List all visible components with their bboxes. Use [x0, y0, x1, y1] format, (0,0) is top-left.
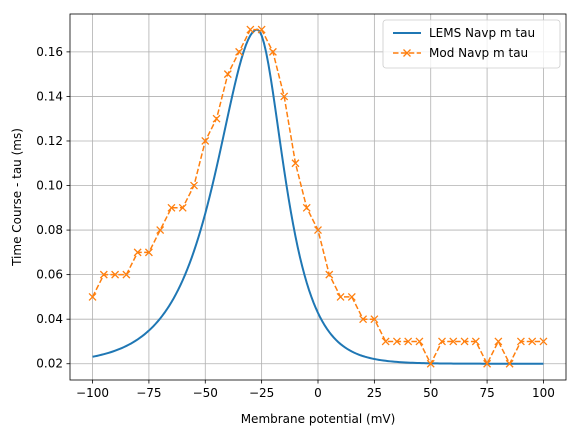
x-tick-label-7: 75 — [479, 386, 494, 400]
series-1-point-19 — [302, 203, 311, 212]
series-1-point-33 — [460, 337, 469, 346]
series-1-point-7 — [167, 203, 176, 212]
x-tick-label-2: −50 — [193, 386, 218, 400]
y-tick-label-5: 0.12 — [36, 134, 63, 148]
series-1-point-39 — [528, 337, 537, 346]
series-group — [88, 25, 548, 368]
y-axis-label: Time Course - tau (ms) — [10, 128, 24, 267]
series-1-point-4 — [133, 248, 142, 257]
x-axis-label: Membrane potential (mV) — [241, 412, 396, 426]
series-1-point-24 — [359, 315, 368, 324]
series-1-point-11 — [212, 114, 221, 123]
series-1-point-38 — [516, 337, 525, 346]
y-tick-label-4: 0.10 — [36, 179, 63, 193]
legend: LEMS Navp m tau Mod Navp m tau — [382, 19, 561, 69]
series-1-point-20 — [314, 226, 322, 235]
series-1-point-26 — [381, 337, 390, 346]
x-tick-label-1: −75 — [136, 386, 161, 400]
series-1-point-29 — [415, 337, 424, 346]
series-1-point-16 — [268, 47, 277, 56]
series-1-point-12 — [223, 70, 232, 79]
y-tick-label-2: 0.06 — [36, 268, 63, 282]
series-1-point-14 — [246, 25, 255, 34]
series-1-point-37 — [505, 359, 514, 368]
y-tick-label-3: 0.08 — [36, 223, 63, 237]
series-1-point-18 — [291, 159, 300, 168]
series-1-point-36 — [494, 337, 503, 346]
x-tick-label-5: 25 — [367, 386, 382, 400]
x-tick-label-0: −100 — [76, 386, 109, 400]
series-line-0 — [92, 28, 544, 365]
x-tick-label-4: 0 — [314, 386, 322, 400]
y-tick-label-6: 0.14 — [36, 89, 63, 103]
y-tick-label-1: 0.04 — [36, 312, 63, 326]
series-1-point-21 — [325, 270, 334, 279]
legend-swatch-marker-1 — [403, 49, 411, 57]
series-1-point-0 — [88, 292, 97, 301]
legend-label-1: Mod Navp m tau — [429, 46, 528, 60]
series-1-point-15 — [257, 25, 266, 34]
series-1-point-25 — [370, 315, 379, 324]
series-1-point-1 — [99, 270, 108, 279]
plot-area: −100 −75 −50 −25 0 25 50 75 100 0.02 0.04 0.06 0.08 0… — [10, 13, 567, 426]
series-1-point-28 — [404, 337, 413, 346]
x-tick-label-3: −25 — [249, 386, 274, 400]
y-tick-label-0: 0.02 — [36, 357, 63, 371]
series-1-point-30 — [426, 359, 435, 368]
series-1-point-40 — [539, 337, 548, 346]
series-1-point-32 — [449, 337, 458, 346]
series-1-point-9 — [190, 181, 198, 190]
x-tick-label-8: 100 — [532, 386, 555, 400]
series-1-point-2 — [111, 270, 120, 279]
series-1-point-6 — [156, 226, 165, 235]
series-1-point-23 — [347, 292, 356, 301]
series-1-point-10 — [201, 137, 210, 145]
y-tick-label-7: 0.16 — [36, 45, 63, 59]
series-1-point-34 — [471, 337, 480, 346]
legend-label-0: LEMS Navp m tau — [429, 26, 535, 40]
legend-box — [382, 19, 561, 69]
series-1-point-8 — [178, 203, 187, 212]
series-1-point-35 — [483, 359, 492, 368]
series-1-point-13 — [235, 47, 244, 56]
series-1-point-31 — [438, 337, 446, 346]
series-1-point-27 — [392, 337, 401, 346]
series-1-point-3 — [122, 270, 131, 279]
series-1-point-22 — [336, 292, 345, 301]
series-1-point-17 — [280, 92, 289, 101]
x-tick-label-6: 50 — [423, 386, 438, 400]
series-1-point-5 — [144, 248, 153, 257]
